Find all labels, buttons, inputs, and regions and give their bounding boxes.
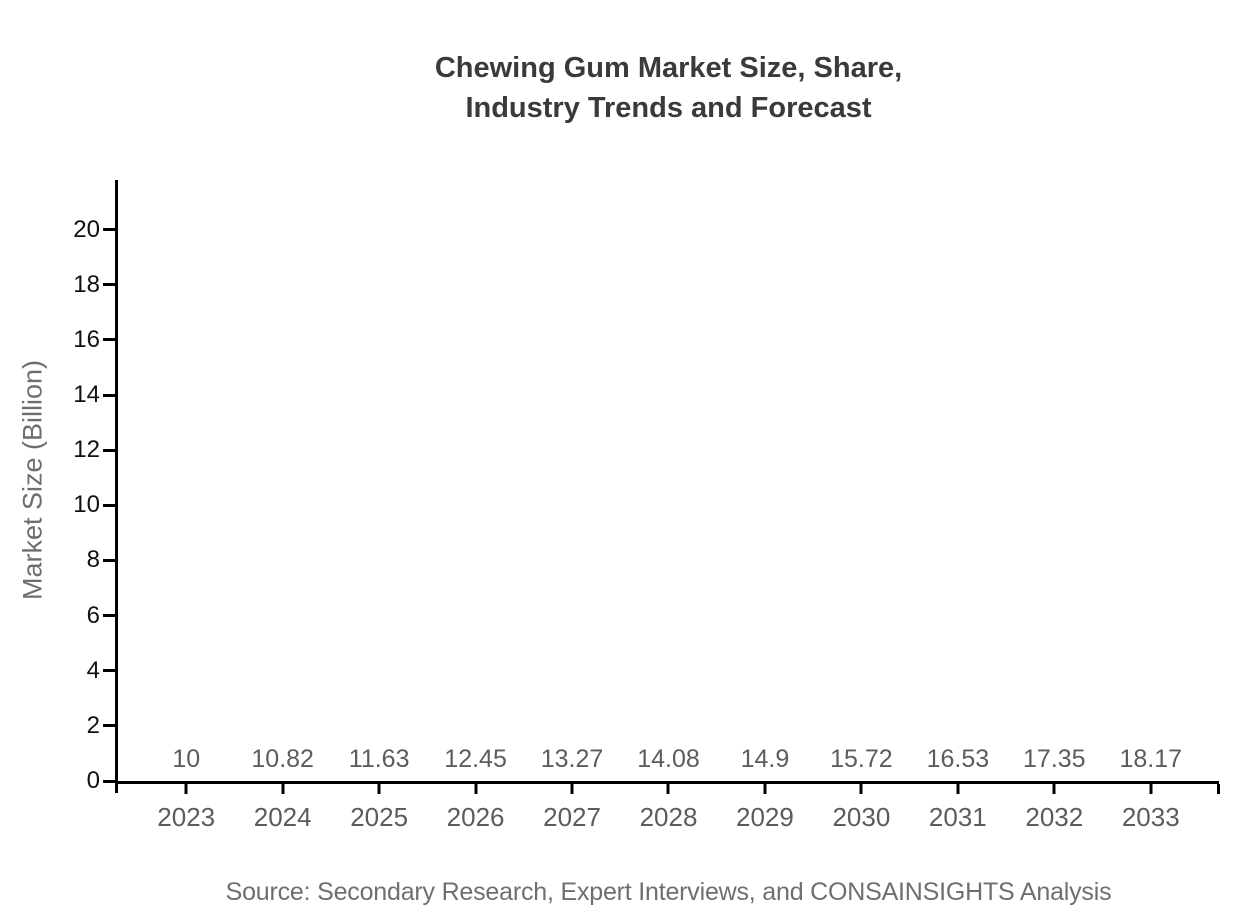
y-tick-mark [103, 283, 115, 287]
x-tick-mark [377, 784, 381, 794]
bar-slot: 18.17 2033 [1103, 745, 1199, 832]
y-axis-line [115, 180, 118, 793]
x-axis-line [115, 781, 1219, 784]
bar-value-label: 10.82 [251, 745, 314, 773]
y-tick-label: 2 [86, 711, 100, 739]
x-tick-label: 2028 [639, 802, 698, 832]
y-tick-label: 16 [73, 325, 100, 353]
x-tick-mark [859, 784, 863, 794]
bar-slot: 17.35 2032 [1006, 745, 1102, 832]
bar-slot: 16.53 2031 [910, 745, 1006, 832]
bar-slot: 14.08 2028 [620, 745, 716, 832]
y-tick-mark [103, 338, 115, 342]
source-note: Source: Secondary Research, Expert Inter… [225, 878, 1112, 906]
bar-slot: 10 2023 [138, 745, 234, 832]
y-axis-title: Market Size (Billion) [17, 359, 48, 601]
bar-value-label: 14.9 [740, 745, 790, 773]
y-tick-mark [103, 393, 115, 397]
plot-area: 0 2 4 6 8 10 12 14 16 18 20 10 2023 10.82 2024 11.63 20… [73, 180, 1220, 832]
bar-slot: 14.9 2029 [717, 745, 813, 832]
y-tick-label: 8 [86, 546, 100, 574]
bar-value-label: 10 [172, 745, 201, 773]
x-tick-label: 2030 [832, 802, 891, 832]
y-tick-label: 4 [86, 656, 100, 684]
y-tick-mark [103, 448, 115, 452]
y-tick-label: 12 [73, 436, 100, 464]
bar-value-label: 18.17 [1119, 745, 1183, 773]
chart-title-line-1: Chewing Gum Market Size, Share, [434, 52, 903, 84]
bar-value-label: 13.27 [540, 745, 604, 773]
y-tick-mark [103, 669, 115, 673]
bar-value-label: 15.72 [830, 745, 893, 773]
chart-title-line-2: Industry Trends and Forecast [465, 92, 872, 124]
x-tick-label: 2029 [736, 802, 794, 832]
y-tick-mark [103, 558, 115, 562]
x-tick-label: 2032 [1025, 802, 1084, 832]
x-axis-end-tick [1217, 784, 1220, 794]
bars-container: 10 2023 10.82 2024 11.63 2025 12.45 2026 13.27 20… [118, 180, 1219, 832]
x-tick-label: 2031 [928, 802, 987, 832]
x-tick-mark [1149, 784, 1153, 794]
y-tick-label: 10 [73, 491, 100, 519]
chart-title: Chewing Gum Market Size, Share, Industry… [115, 48, 1222, 128]
bar-slot: 15.72 2030 [813, 745, 909, 832]
x-tick-label: 2027 [543, 802, 601, 832]
bar-slot: 12.45 2026 [427, 745, 523, 832]
x-tick-mark [281, 784, 285, 794]
x-tick-label: 2024 [253, 802, 312, 832]
x-tick-label: 2033 [1121, 802, 1180, 832]
x-tick-mark [184, 784, 188, 794]
bar-value-label: 14.08 [637, 745, 700, 773]
bar-slot: 10.82 2024 [234, 745, 330, 832]
x-tick-mark [474, 784, 478, 794]
x-tick-mark [763, 784, 767, 794]
x-tick-mark [570, 784, 574, 794]
y-tick-mark [103, 779, 115, 783]
y-tick-label: 6 [86, 601, 100, 629]
y-tick-mark [103, 228, 115, 232]
x-tick-mark [1052, 784, 1056, 794]
y-tick-mark [103, 724, 115, 728]
bar-value-label: 11.63 [348, 745, 410, 773]
bar-slot: 13.27 2027 [524, 745, 620, 832]
bar-value-label: 16.53 [926, 745, 990, 773]
bar-value-label: 12.45 [444, 745, 507, 773]
x-tick-mark [666, 784, 670, 794]
x-tick-label: 2025 [350, 802, 409, 832]
x-tick-label: 2026 [446, 802, 505, 832]
y-tick-mark [103, 614, 115, 618]
y-tick-mark [103, 503, 115, 507]
bar-slot: 11.63 2025 [331, 745, 427, 832]
bar-value-label: 17.35 [1023, 745, 1086, 773]
y-tick-label: 18 [73, 270, 100, 298]
y-tick-label: 14 [73, 381, 100, 409]
y-tick-label: 20 [73, 215, 100, 243]
x-tick-mark [956, 784, 960, 794]
y-tick-label: 0 [86, 767, 100, 794]
x-tick-label: 2023 [157, 802, 216, 832]
